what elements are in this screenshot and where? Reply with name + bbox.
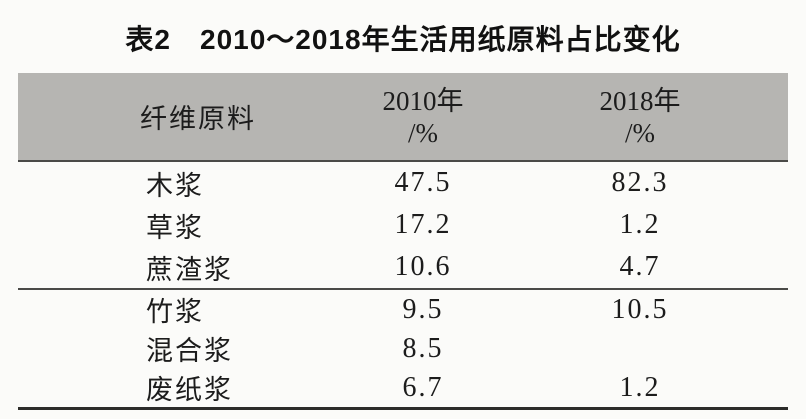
- header-2018-column: 2018年 /%: [528, 85, 752, 149]
- material-cell: 木浆: [146, 170, 204, 201]
- header-2018-unit: /%: [625, 117, 655, 148]
- value-2010-cell: 47.5: [394, 167, 452, 198]
- material-cell: 竹浆: [146, 297, 204, 327]
- material-cell: 废纸浆: [146, 375, 233, 405]
- value-2010-cell: 8.5: [402, 332, 444, 364]
- value-2010-cell: 9.5: [402, 293, 444, 325]
- value-2018-cell: 82.3: [611, 167, 669, 198]
- value-2018-cell: 4.7: [619, 251, 661, 282]
- header-material-column: 纤维原料: [140, 104, 256, 134]
- table-row: 废纸浆 6.7 1.2: [18, 368, 788, 407]
- table-row: 草浆 17.2 1.2: [18, 204, 788, 246]
- material-cell: 混合浆: [146, 336, 233, 366]
- value-2010-cell: 6.7: [402, 371, 444, 403]
- material-cell: 草浆: [146, 212, 204, 243]
- material-cell: 蔗渣浆: [146, 254, 233, 285]
- value-2018-cell: 1.2: [619, 209, 661, 240]
- table-caption: 表2 2010～2018年生活用纸原料占比变化: [125, 24, 681, 55]
- header-2010-unit: /%: [408, 117, 438, 148]
- table-row: 蔗渣浆 10.6 4.7: [18, 246, 788, 288]
- header-2010-column: 2010年 /%: [318, 85, 528, 149]
- value-2010-cell: 17.2: [394, 209, 452, 240]
- value-2010-cell: 10.6: [394, 251, 452, 282]
- table-section-upper: 木浆 47.5 82.3 草浆 17.2 1.2 蔗渣浆 10.6 4.7: [18, 162, 788, 288]
- value-2018-cell: 1.2: [619, 371, 661, 403]
- value-2018-cell: 10.5: [611, 293, 669, 325]
- table-row: 竹浆 9.5 10.5: [18, 290, 788, 329]
- data-table: 纤维原料 2010年 /% 2018年 /% 木浆 47.5 82.3 草浆 1…: [18, 73, 788, 410]
- table-section-lower: 竹浆 9.5 10.5 混合浆 8.5 废纸浆 6.7 1.2: [18, 288, 788, 410]
- header-2010-year: 2010年: [382, 85, 464, 116]
- header-2018-year: 2018年: [599, 85, 681, 116]
- table-row: 木浆 47.5 82.3: [18, 162, 788, 204]
- table-row: 混合浆 8.5: [18, 329, 788, 368]
- table-header-row: 纤维原料 2010年 /% 2018年 /%: [18, 73, 788, 162]
